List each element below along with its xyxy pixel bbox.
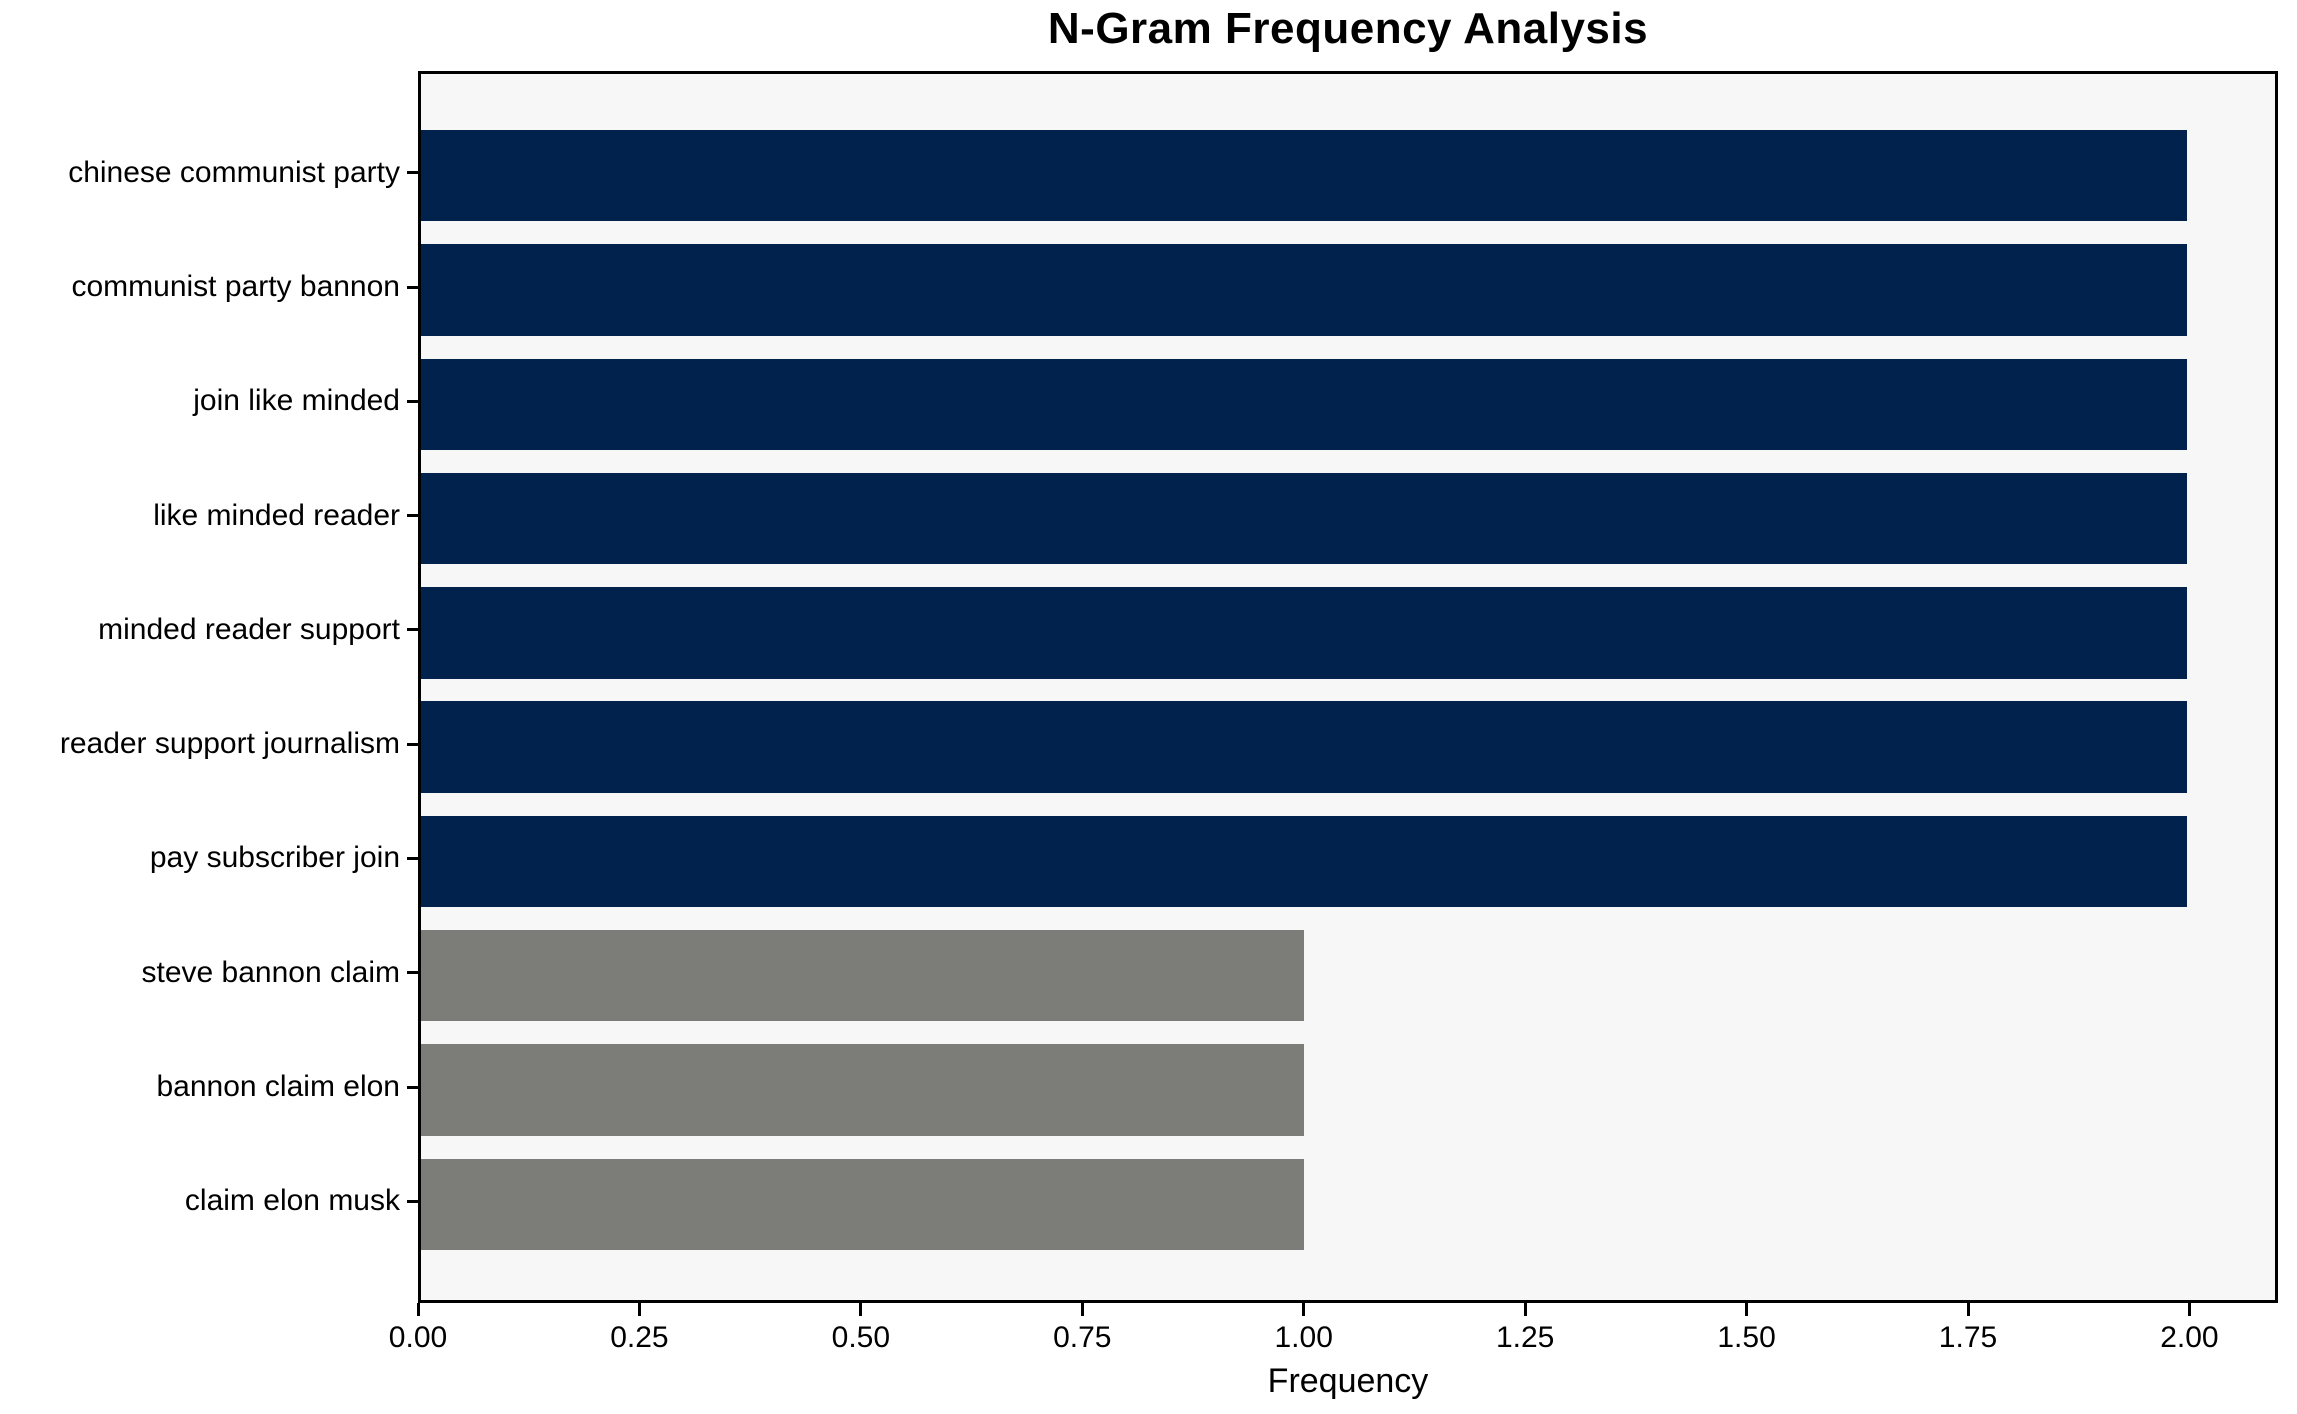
- bar-chinese-communist-party: [421, 130, 2187, 222]
- y-tick-mark: [407, 742, 418, 746]
- y-tick-mark: [407, 399, 418, 403]
- x-tick-mark: [637, 1303, 641, 1316]
- y-tick-label: join like minded: [193, 384, 400, 418]
- y-tick-label: reader support journalism: [59, 727, 400, 761]
- y-tick-label: bannon claim elon: [156, 1070, 400, 1103]
- y-tick-mark: [407, 514, 418, 518]
- x-tick-mark: [1745, 1303, 1749, 1316]
- y-tick-mark: [407, 1199, 418, 1203]
- y-tick-mark: [407, 1085, 418, 1089]
- x-tick-label: 0.00: [388, 1321, 448, 1354]
- y-tick-mark: [407, 628, 418, 632]
- y-tick-mark: [407, 171, 418, 175]
- x-tick-label: 1.50: [1717, 1321, 1776, 1354]
- bar-pay-subscriber-join: [421, 815, 2187, 908]
- bar-steve-bannon-claim: [421, 930, 1304, 1022]
- x-tick-label: 2.00: [2160, 1321, 2219, 1354]
- y-tick-mark: [407, 856, 418, 860]
- bar-reader-support-journalism: [421, 701, 2187, 793]
- bar-communist-party-bannon: [421, 244, 2187, 336]
- x-tick-mark: [1966, 1303, 1970, 1316]
- bar-like-minded-reader: [421, 472, 2187, 565]
- y-tick-mark: [407, 971, 418, 975]
- chart-title: N-Gram Frequency Analysis: [1047, 4, 1649, 53]
- x-tick-label: 0.25: [610, 1321, 669, 1354]
- x-tick-label: 0.50: [831, 1321, 891, 1354]
- x-tick-label: 1.00: [1274, 1321, 1333, 1354]
- y-tick-label: pay subscriber join: [149, 841, 400, 875]
- y-tick-label: claim elon musk: [184, 1184, 400, 1218]
- y-tick-label: minded reader support: [98, 612, 400, 646]
- x-tick-mark: [1080, 1303, 1084, 1316]
- x-tick-label: 1.25: [1495, 1321, 1555, 1354]
- bar-minded-reader-support: [421, 587, 2187, 679]
- x-tick-mark: [1302, 1303, 1306, 1316]
- x-tick-mark: [2187, 1303, 2191, 1316]
- bar-join-like-minded: [421, 358, 2187, 450]
- y-tick-label: like minded reader: [153, 498, 400, 532]
- x-tick-label: 0.75: [1053, 1321, 1112, 1354]
- y-tick-label: chinese communist party: [68, 155, 400, 189]
- x-tick-label: 1.75: [1938, 1321, 1998, 1354]
- y-tick-label: steve bannon claim: [141, 955, 401, 989]
- x-tick-mark: [859, 1303, 863, 1316]
- y-tick-label: communist party bannon: [71, 270, 400, 303]
- y-tick-mark: [407, 285, 418, 289]
- x-axis-label: Frequency: [1267, 1362, 1429, 1400]
- x-tick-mark: [416, 1303, 420, 1316]
- plot-area: [418, 71, 2278, 1303]
- x-tick-mark: [1523, 1303, 1527, 1316]
- bar-claim-elon-musk: [421, 1158, 1304, 1250]
- bar-bannon-claim-elon: [421, 1044, 1304, 1136]
